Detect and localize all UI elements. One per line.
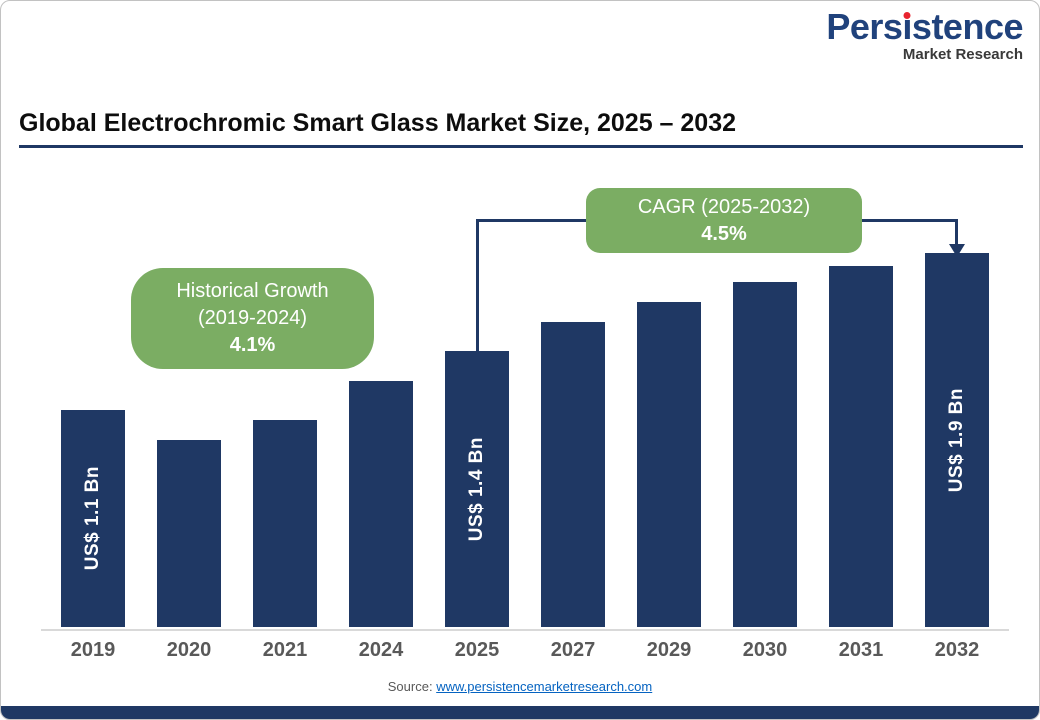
cagr-value: 4.5% bbox=[701, 223, 747, 245]
bar-2025: US$ 1.4 Bn bbox=[445, 351, 509, 627]
logo-brand-text: Persı stence bbox=[826, 6, 1024, 47]
x-axis-label: 2032 bbox=[934, 639, 980, 661]
bar-2020 bbox=[157, 440, 221, 627]
historical-growth-line2: (2019-2024) bbox=[198, 307, 307, 329]
logo-red-dot-icon bbox=[903, 12, 911, 19]
x-axis-label: 2020 bbox=[166, 639, 212, 661]
x-axis-label: 2025 bbox=[454, 639, 500, 661]
historical-growth-line1: Historical Growth bbox=[176, 280, 329, 302]
title-underline bbox=[19, 145, 1023, 148]
bar-value-label: US$ 1.4 Bn bbox=[466, 436, 487, 542]
historical-growth-value: 4.1% bbox=[229, 334, 276, 356]
historical-growth-callout: Historical Growth (2019-2024) 4.1% bbox=[131, 268, 374, 369]
x-axis-labels: 2019 2020 2021 2024 2025 2027 2029 2030 2031 2032 bbox=[45, 639, 1005, 662]
bar-slot: US$ 1.4 Bn bbox=[429, 351, 525, 627]
connector-horizontal-right bbox=[862, 219, 958, 222]
bar-2021 bbox=[253, 420, 317, 627]
cagr-callout: CAGR (2025-2032) 4.5% bbox=[586, 188, 862, 253]
x-axis-line bbox=[41, 629, 1009, 631]
bar-slot bbox=[333, 381, 429, 627]
x-axis-label: 2021 bbox=[262, 639, 308, 661]
pmr-logo: Persı stence Market Research bbox=[826, 6, 1024, 63]
connector-vertical-right bbox=[955, 219, 958, 245]
x-axis-label: 2029 bbox=[646, 639, 692, 661]
bar-2019: US$ 1.1 Bn bbox=[61, 410, 125, 627]
bottom-accent-bar bbox=[1, 706, 1039, 719]
logo-letter-i: ı bbox=[902, 6, 912, 47]
page-title: Global Electrochromic Smart Glass Market… bbox=[19, 109, 737, 137]
bar-value-label: US$ 1.1 Bn bbox=[82, 466, 103, 571]
x-axis-label: 2024 bbox=[358, 639, 404, 661]
bar-slot bbox=[717, 282, 813, 627]
x-axis-label: 2027 bbox=[550, 639, 596, 661]
logo-brand-pre: Pers bbox=[826, 6, 903, 47]
x-axis-label: 2019 bbox=[70, 639, 116, 661]
bar-slot bbox=[621, 302, 717, 627]
bar-2027 bbox=[541, 322, 605, 627]
logo-brand-post: stence bbox=[911, 6, 1024, 47]
bar-slot bbox=[525, 322, 621, 627]
source-line: Source: www.persistencemarketresearch.co… bbox=[1, 679, 1039, 694]
connector-vertical-left bbox=[476, 219, 479, 353]
cagr-line1: CAGR (2025-2032) bbox=[637, 196, 811, 218]
bar-2032: US$ 1.9 Bn bbox=[925, 253, 989, 627]
source-link[interactable]: www.persistencemarketresearch.com bbox=[436, 679, 653, 694]
x-axis-label: 2031 bbox=[838, 639, 884, 661]
bar-2031 bbox=[829, 266, 893, 627]
bar-slot bbox=[237, 420, 333, 627]
bar-slot: US$ 1.1 Bn bbox=[45, 410, 141, 627]
connector-horizontal-left bbox=[476, 219, 586, 222]
bar-2029 bbox=[637, 302, 701, 627]
bar-value-label: US$ 1.9 Bn bbox=[946, 387, 967, 493]
bar-slot bbox=[141, 440, 237, 627]
logo-subtitle: Market Research bbox=[902, 45, 1023, 63]
bar-slot bbox=[813, 266, 909, 627]
source-label: Source: bbox=[387, 679, 433, 694]
bar-slot: US$ 1.9 Bn bbox=[909, 253, 1005, 627]
x-axis-label: 2030 bbox=[742, 639, 788, 661]
bar-2030 bbox=[733, 282, 797, 627]
bar-chart: US$ 1.1 Bn US$ 1.4 Bn US$ 1.9 Bn bbox=[45, 177, 1005, 627]
bar-2024 bbox=[349, 381, 413, 627]
logo-dotless-i: ı bbox=[902, 6, 912, 47]
